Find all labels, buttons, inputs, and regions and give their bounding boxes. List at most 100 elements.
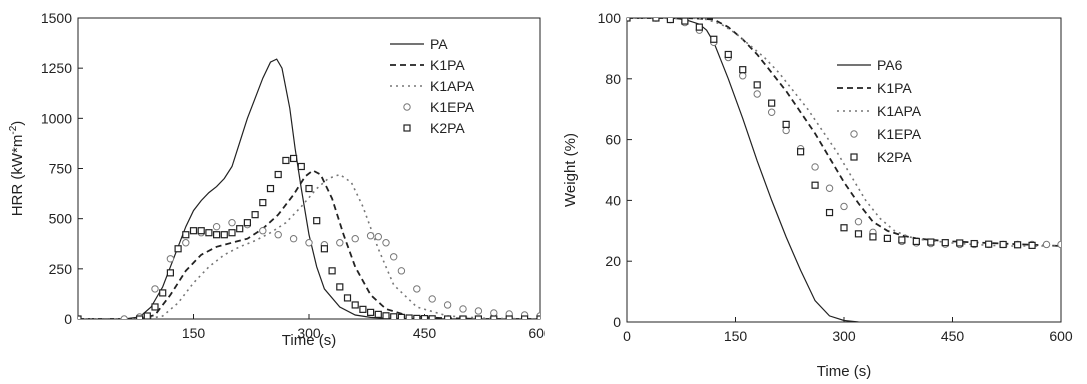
series-k1epa-point — [428, 295, 436, 303]
series-k1epa-point — [274, 231, 282, 239]
series-k2pa-point — [136, 315, 144, 319]
y-axis-label: Weight (%) — [562, 133, 579, 207]
series-k2pa-point — [228, 229, 236, 237]
legend-k1apa-label: K1APA — [430, 78, 475, 94]
legend-k2pa-label: K2PA — [877, 149, 912, 165]
x-tick-label: 450 — [413, 325, 437, 341]
legend-k1epa-label: K1EPA — [877, 126, 922, 142]
series-k2pa-point — [797, 148, 805, 156]
legend-k1epa-label: K1EPA — [430, 99, 475, 115]
y-tick-label: 0 — [613, 314, 621, 330]
series-k2pa-point — [313, 217, 321, 225]
series-k1epa-point — [336, 239, 344, 247]
series-k1epa-point — [182, 239, 190, 247]
series-k2pa-point — [390, 313, 398, 319]
series-k2pa-point — [854, 230, 863, 238]
series-k1apa-line — [78, 173, 540, 319]
series-k2pa-point — [266, 184, 275, 193]
series-k2pa-point — [536, 315, 540, 319]
series-k2pa-point — [78, 315, 82, 319]
series-k2pa-point — [505, 315, 513, 319]
series-k1epa-point — [840, 202, 848, 211]
series-k1epa-point — [1057, 240, 1061, 249]
x-tick-label: 450 — [941, 328, 965, 344]
series-k1pa-line — [78, 169, 540, 319]
y-tick-label: 750 — [49, 161, 73, 177]
series-k2pa-point — [205, 229, 213, 237]
series-k2pa-point — [520, 315, 529, 319]
hrr-chart: 150 300 450 600 0 250 500 750 1000 1250 1500 Time (… — [8, 10, 545, 349]
y-tick-label: 0 — [64, 311, 72, 327]
series-k2pa-markers — [78, 154, 540, 319]
x-tick-label: 300 — [832, 328, 856, 344]
legend: PA6 K1PA K1APA K1EPA K2PA — [837, 57, 922, 165]
series-k2pa-point — [182, 231, 190, 239]
series-k1epa-point — [120, 315, 128, 319]
y-tick-label: 60 — [605, 132, 621, 148]
series-k2pa-point — [753, 81, 761, 89]
x-axis-label: Time (s) — [282, 332, 336, 349]
series-k2pa-point — [811, 181, 819, 189]
series-k1epa-point — [397, 267, 406, 275]
y-tick-label: 250 — [49, 261, 73, 277]
series-k2pa-point — [397, 313, 405, 319]
series-k1epa-point — [739, 72, 747, 80]
series-k1epa-point — [289, 235, 298, 243]
series-k2pa-point — [941, 239, 949, 247]
series-k2pa-point — [652, 18, 660, 22]
series-k2pa-point — [956, 239, 964, 247]
legend-pa-label: PA — [430, 36, 448, 52]
series-k1epa-point — [443, 301, 452, 309]
series-k2pa-point — [1028, 241, 1036, 249]
series-k1apa-line — [627, 18, 1061, 247]
series-k2pa-point — [782, 120, 790, 129]
series-k2pa-point — [259, 199, 267, 207]
series-k2pa-point — [768, 99, 776, 107]
legend-pa6-label: PA6 — [877, 57, 903, 73]
series-k2pa-point — [351, 301, 359, 309]
y-tick-label: 500 — [49, 211, 73, 227]
y-tick-label: 80 — [605, 71, 621, 87]
series-k1epa-point — [753, 90, 761, 98]
series-k1epa-point — [366, 232, 375, 240]
series-k1epa-point — [390, 253, 398, 261]
series-k2pa-point — [243, 219, 251, 227]
series-k1epa-point — [1042, 240, 1051, 249]
series-k1epa-point — [825, 184, 834, 192]
series-k2pa-point — [297, 162, 305, 171]
series-k1pa-line — [627, 18, 1061, 247]
series-k2pa-point — [444, 315, 452, 319]
x-tick-label: 150 — [182, 325, 206, 341]
series-k2pa-point — [359, 305, 367, 313]
series-k1epa-point — [228, 218, 236, 227]
series-k2pa-point — [367, 308, 375, 316]
series-k2pa-point — [985, 240, 993, 248]
series-k1epa-point — [854, 217, 863, 226]
series-k2pa-markers — [627, 18, 1036, 249]
series-k2pa-point — [681, 18, 689, 25]
series-k2pa-point — [213, 231, 221, 239]
series-k2pa-point — [724, 50, 732, 59]
series-k2pa-point — [290, 154, 298, 163]
series-k2pa-point — [282, 156, 290, 165]
series-k1epa-point — [474, 307, 483, 315]
series-k1epa-point — [382, 239, 390, 247]
series-k2pa-point — [197, 227, 205, 235]
x-tick-label: 300 — [297, 325, 321, 341]
weight-chart: 0 150 300 450 600 0 20 40 60 80 100 Time (s) Weight … — [562, 10, 1073, 380]
series-k2pa-point — [459, 315, 467, 319]
series-k2pa-point — [143, 312, 151, 319]
legend-k1pa-label: K1PA — [877, 80, 912, 96]
legend-k2pa-swatch — [850, 153, 858, 161]
x-tick-label: 600 — [528, 325, 545, 341]
series-k2pa-point — [999, 240, 1007, 249]
series-k2pa-point — [174, 245, 182, 253]
y-axis-label-text: HRR (kW*m — [9, 135, 26, 217]
series-k2pa-point — [343, 294, 352, 302]
series-k1epa-point — [166, 255, 175, 263]
legend: PA K1PA K1APA K1EPA K2PA — [390, 36, 475, 136]
series-k1epa-point — [151, 285, 159, 293]
series-k2pa-point — [840, 224, 848, 232]
series-k2pa-point — [405, 314, 413, 319]
series-k2pa-point — [869, 233, 877, 241]
